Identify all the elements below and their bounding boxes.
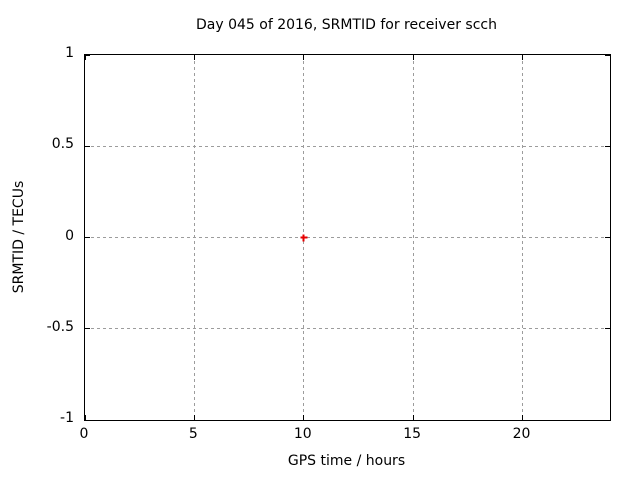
y-gridline <box>85 145 610 147</box>
x-tick-label: 20 <box>512 426 531 442</box>
x-tick-top <box>412 55 414 60</box>
x-tick-bottom <box>84 415 86 420</box>
y-gridline <box>85 237 610 238</box>
plot-area <box>84 54 611 421</box>
y-tick-label: 0.5 <box>51 136 74 153</box>
y-tick-right <box>605 237 610 238</box>
x-axis-label: GPS time / hours <box>287 453 406 469</box>
y-tick-label: 0 <box>65 227 74 244</box>
y-tick-label: -0.5 <box>46 318 74 335</box>
x-tick-top <box>303 55 305 60</box>
y-tick-left <box>85 419 90 421</box>
x-tick-label: 5 <box>188 426 198 442</box>
x-tick-top <box>193 55 195 60</box>
x-tick-bottom <box>522 415 523 420</box>
y-tick-label: 1 <box>65 45 74 61</box>
x-tick-label: 0 <box>79 426 89 442</box>
y-tick-label: -1 <box>60 410 74 426</box>
y-tick-right <box>605 419 610 421</box>
x-tick-bottom <box>412 415 414 420</box>
x-tick-bottom <box>303 415 305 420</box>
x-tick-top <box>84 55 86 60</box>
y-tick-left <box>85 328 90 330</box>
y-tick-left <box>85 237 90 238</box>
y-tick-left <box>85 145 90 147</box>
y-gridline <box>85 328 610 330</box>
x-tick-bottom <box>193 415 195 420</box>
x-tick-top <box>522 55 523 60</box>
y-tick-right <box>605 145 610 147</box>
y-tick-right <box>605 328 610 330</box>
y-tick-right <box>605 54 610 56</box>
y-tick-left <box>85 54 90 56</box>
x-tick-label: 15 <box>403 426 422 442</box>
chart-title: Day 045 of 2016, SRMTID for receiver scc… <box>196 17 497 33</box>
x-tick-label: 10 <box>293 426 312 442</box>
data-point-marker <box>300 234 308 241</box>
marker-plus-vertical-bar <box>302 234 305 241</box>
